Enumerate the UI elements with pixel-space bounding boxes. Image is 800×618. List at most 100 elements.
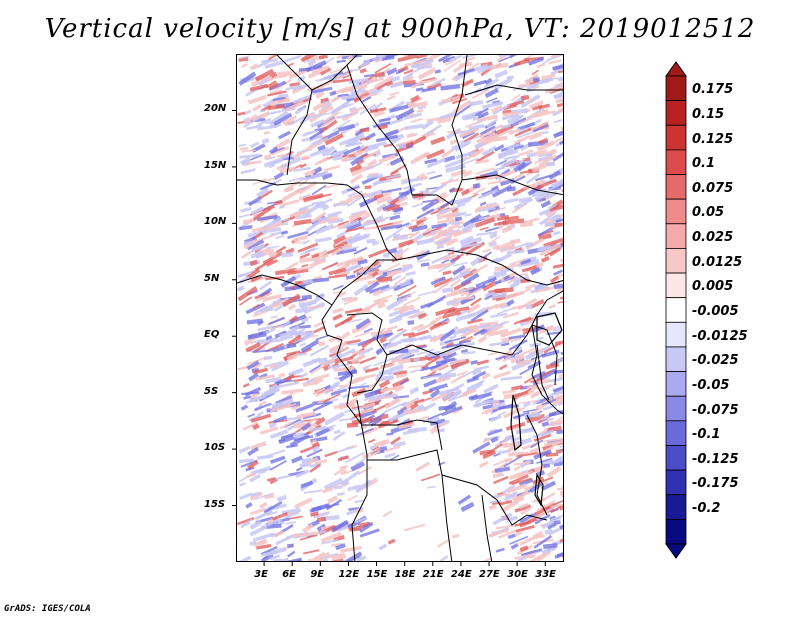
field-streak	[386, 67, 398, 76]
field-streak	[273, 171, 285, 181]
field-streak	[372, 55, 386, 62]
field-streak	[393, 370, 408, 376]
field-streak	[424, 158, 438, 165]
field-streak	[536, 140, 555, 152]
field-streak	[311, 441, 320, 448]
field-streak	[375, 348, 383, 356]
field-streak	[450, 373, 465, 384]
field-streak	[354, 458, 365, 466]
field-streak	[519, 221, 534, 228]
field-streak	[500, 375, 523, 381]
field-streak	[487, 352, 498, 356]
field-streak	[348, 77, 369, 84]
field-streak	[260, 545, 278, 556]
field-streak	[240, 206, 252, 213]
field-streak	[332, 558, 344, 561]
field-streak	[436, 262, 452, 270]
field-streak	[323, 411, 345, 426]
field-streak	[323, 477, 344, 491]
field-streak	[371, 102, 384, 112]
field-streak	[391, 235, 402, 242]
field-streak	[425, 230, 439, 238]
colorbar-level-label: -0.05	[692, 377, 730, 393]
field-streak	[472, 187, 486, 196]
field-streak	[299, 330, 315, 343]
field-streak	[510, 542, 519, 550]
field-streak	[482, 438, 491, 443]
field-streak	[477, 335, 488, 344]
field-streak	[460, 286, 474, 293]
field-streak	[448, 55, 463, 62]
field-streak	[438, 372, 457, 379]
field-streak	[344, 308, 363, 314]
field-streak	[462, 169, 473, 178]
field-streak	[250, 250, 263, 259]
field-streak	[456, 197, 471, 207]
field-streak	[313, 193, 332, 200]
field-streak	[469, 307, 487, 318]
field-streak	[479, 226, 489, 231]
field-streak	[389, 80, 407, 89]
field-streak	[321, 262, 339, 271]
field-streak	[451, 130, 472, 135]
field-streak	[333, 240, 348, 249]
field-streak	[331, 352, 343, 360]
field-streak	[251, 103, 262, 112]
field-streak	[452, 533, 460, 539]
field-streak	[267, 55, 278, 61]
field-streak	[386, 269, 402, 276]
field-streak	[372, 151, 382, 158]
field-streak	[405, 271, 416, 277]
field-streak	[555, 453, 563, 464]
field-streak	[417, 258, 430, 263]
field-streak	[426, 295, 447, 309]
field-streak	[487, 172, 509, 181]
field-streak	[333, 403, 356, 409]
field-streak	[530, 266, 541, 276]
field-streak	[513, 144, 524, 150]
field-streak	[495, 239, 516, 251]
field-streak	[529, 446, 541, 455]
field-streak	[290, 405, 301, 410]
field-streak	[452, 253, 465, 262]
field-streak	[502, 111, 519, 117]
field-streak	[237, 285, 245, 292]
field-streak	[373, 439, 387, 448]
field-streak	[545, 190, 559, 200]
field-streak	[409, 368, 423, 374]
field-streak	[512, 84, 527, 92]
field-streak	[498, 55, 514, 58]
field-streak	[533, 535, 553, 549]
field-streak	[518, 534, 538, 547]
colorbar-level-label: -0.0125	[692, 328, 748, 344]
field-streak	[373, 179, 392, 185]
field-streak	[273, 558, 283, 561]
field-streak	[528, 56, 544, 66]
field-streak	[507, 355, 520, 361]
field-streak	[276, 97, 291, 105]
field-streak	[348, 507, 360, 511]
field-streak	[514, 172, 524, 180]
field-streak	[267, 503, 287, 512]
field-streak	[376, 222, 394, 228]
field-streak	[259, 501, 268, 509]
field-streak	[307, 277, 330, 284]
field-streak	[309, 344, 330, 357]
field-streak	[339, 469, 348, 476]
field-streak	[534, 284, 547, 291]
field-streak	[557, 74, 563, 81]
field-streak	[505, 421, 526, 431]
field-streak	[251, 361, 263, 370]
field-streak	[446, 299, 460, 306]
field-streak	[477, 64, 494, 74]
field-streak	[249, 259, 258, 267]
field-streak	[538, 137, 549, 145]
field-streak	[441, 259, 450, 264]
field-streak	[237, 516, 255, 526]
field-streak	[287, 511, 294, 515]
field-streak	[245, 396, 263, 404]
field-streak	[520, 278, 531, 284]
field-streak	[531, 324, 546, 334]
colorbar-level-label: 0.1	[692, 156, 716, 172]
field-streak	[541, 130, 549, 135]
